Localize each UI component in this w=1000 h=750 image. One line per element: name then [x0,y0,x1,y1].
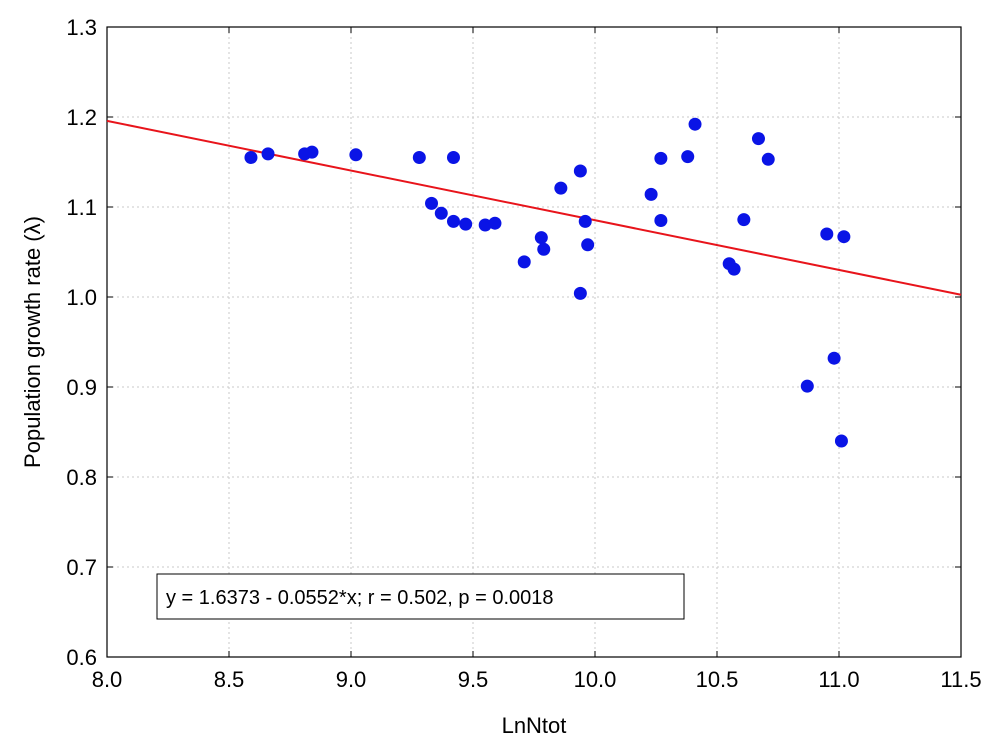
data-point [820,227,834,241]
data-point [446,214,460,228]
data-point [412,151,426,164]
regression-equation: y = 1.6373 - 0.0552*x; r = 0.502, p = 0.… [166,587,554,609]
y-tick-label: 1.0 [66,285,97,310]
data-point [688,117,702,131]
data-point [827,351,841,365]
data-point [573,164,587,178]
data-point [837,230,851,244]
data-point [244,151,258,164]
x-tick-label: 8.5 [214,667,245,692]
data-point [834,434,848,448]
data-point [478,218,492,232]
x-tick-label: 10.0 [574,667,617,692]
data-point [488,216,502,230]
x-axis-title: LnNtot [502,713,567,738]
data-point [349,148,363,162]
regression-line [106,119,962,296]
x-tick-label: 8.0 [92,667,123,692]
plot-frame [106,26,962,658]
y-tick-label: 0.8 [66,465,97,490]
data-point [537,242,551,256]
data-point [751,132,765,146]
data-point [737,213,751,227]
x-tick-label: 11.0 [818,667,859,692]
data-point [554,181,568,195]
data-point [517,255,531,269]
data-point [761,152,775,166]
y-tick-label: 1.3 [66,15,97,40]
data-point [446,151,460,164]
x-tick-label: 9.0 [336,667,367,692]
data-point [425,196,439,210]
data-points [244,117,851,448]
data-point [654,214,668,227]
axis-tick-labels: 8.0 8.5 9.0 9.5 10.0 10.5 11.0 11.5 0.6 0.7 0.8 0.9… [66,15,981,692]
data-point [681,150,695,164]
y-tick-label: 0.6 [66,645,97,670]
y-tick-label: 1.2 [66,105,97,130]
data-point [534,231,548,245]
y-tick-label: 0.7 [66,555,97,580]
axis-ticks [106,26,962,658]
equation-box [156,573,685,620]
data-point [573,286,587,300]
y-tick-label: 0.9 [66,375,97,400]
y-tick-label: 1.1 [66,195,97,220]
x-tick-label: 10.5 [696,667,739,692]
data-point [800,379,814,393]
data-point [581,238,595,252]
data-point [459,217,473,231]
data-point [578,214,592,228]
data-point [261,147,275,161]
data-point [727,262,741,276]
x-tick-label: 9.5 [458,667,489,692]
data-point [644,187,658,201]
data-point [434,206,448,220]
data-point [305,145,319,159]
data-point [654,151,668,165]
x-tick-label: 11.5 [940,667,981,692]
y-axis-title: Population growth rate (λ) [20,216,45,468]
